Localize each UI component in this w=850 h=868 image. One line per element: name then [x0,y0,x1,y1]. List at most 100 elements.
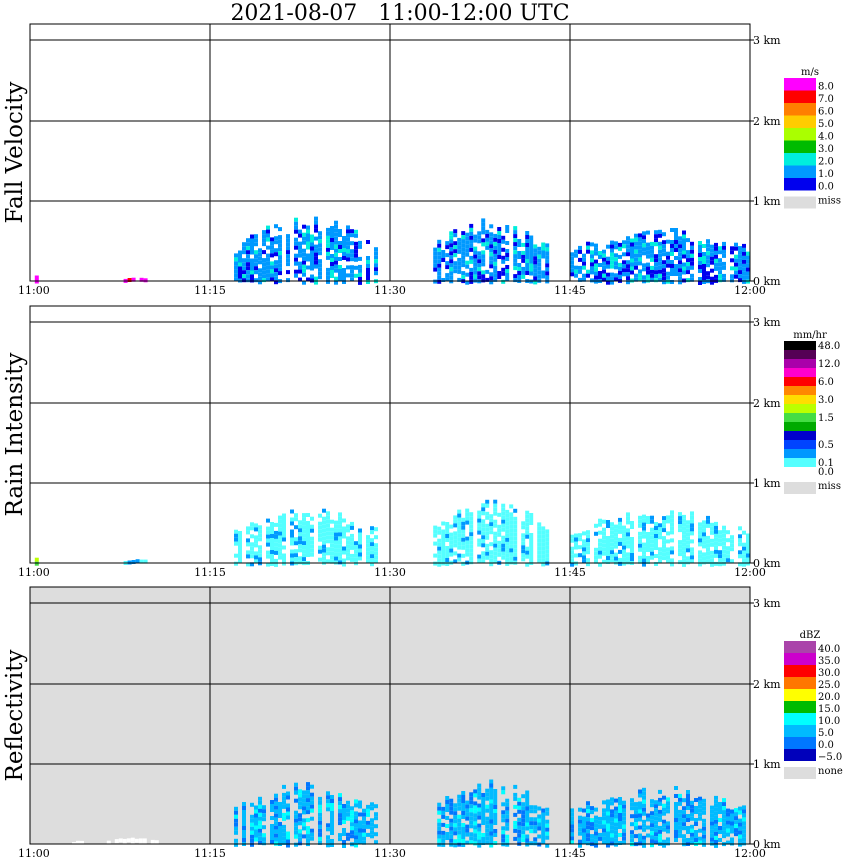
echo-cell [457,806,462,811]
echo-cell [570,554,574,559]
echo-cell [477,263,482,268]
echo-cell [742,821,746,826]
echo-cell [545,541,550,546]
echo-cell [702,524,706,529]
echo-cell [437,275,442,280]
echo-cell [710,833,714,838]
echo-cell [622,533,626,538]
echo-cell [626,252,630,257]
echo-cell [541,546,546,551]
echo-cell [706,259,710,264]
echo-cell [254,238,258,243]
echo-cell [582,543,586,548]
echo-cell [598,263,602,267]
echo-cell [254,837,258,842]
echo-cell [545,811,550,816]
echo-cell [570,824,574,829]
echo-cell [505,557,510,562]
echo-cell [602,820,606,825]
echo-cell [366,824,370,829]
echo-cell [710,256,714,261]
legend-swatch [784,431,816,440]
echo-cell [310,258,314,263]
echo-cell [278,267,282,272]
echo-cell [578,533,582,538]
echo-cell [678,272,682,277]
echo-cell [338,536,342,541]
echo-cell [634,277,638,282]
echo-cell [298,520,302,525]
legend-label: 12.0 [818,359,840,370]
echo-cell [242,250,246,255]
echo-cell [258,800,262,805]
echo-cell [642,542,646,547]
echo-cell [678,552,682,557]
echo-cell [630,806,634,811]
echo-cell [330,843,334,847]
echo-cell [682,826,686,831]
echo-cell [270,273,274,278]
echo-cell [646,813,650,818]
echo-cell [517,267,522,271]
echo-cell [537,826,542,831]
echo-cell [529,517,534,521]
echo-cell [282,784,286,789]
echo-cell [457,834,462,839]
echo-cell [350,826,354,831]
echo-cell [521,810,526,815]
echo-cell [658,245,662,250]
echo-cell [682,550,686,555]
echo-cell [690,523,694,528]
echo-cell [670,522,674,527]
echo-cell [602,547,606,552]
echo-cell [533,268,538,273]
echo-cell [449,822,454,827]
echo-cell [314,216,318,221]
echo-cell [258,812,262,817]
echo-cell [437,810,442,815]
echo-cell [602,539,606,544]
echo-cell [350,545,354,550]
height-tick-label: 0 km [753,557,781,570]
echo-cell [270,824,274,828]
echo-cell [481,833,486,837]
echo-cell [710,248,714,253]
echo-cell [578,553,582,558]
echo-cell [338,797,342,802]
echo-cell [517,821,522,826]
echo-cell [366,535,370,540]
echo-cell [366,559,370,564]
echo-cell [630,242,634,247]
echo-cell [254,825,258,830]
echo-cell [481,274,486,279]
echo-cell [654,274,658,279]
echo-cell [258,280,262,285]
echo-cell [489,550,494,555]
echo-cell [278,806,282,810]
echo-cell [618,801,622,805]
echo-cell [614,245,618,250]
echo-cell [674,818,678,822]
echo-cell [262,242,266,247]
echo-cell [445,796,450,800]
y-axis-label: Reflectivity [2,650,28,782]
echo-cell [541,812,546,817]
echo-cell [730,809,734,814]
echo-cell [513,234,518,239]
page-title: 2021-08-07 11:00-12:00 UTC [230,1,570,26]
echo-cell [254,270,258,275]
echo-cell [622,264,626,269]
echo-cell [722,802,726,807]
echo-cell [618,805,622,809]
echo-cell [690,253,694,258]
echo-cell [626,268,630,273]
echo-cell [485,808,490,813]
echo-cell [626,276,630,281]
echo-cell [650,555,654,560]
echo-cell [594,271,598,276]
echo-cell [509,560,514,565]
echo-cell [730,266,734,271]
echo-cell [582,253,586,258]
echo-cell [710,837,714,842]
echo-cell [666,797,670,802]
